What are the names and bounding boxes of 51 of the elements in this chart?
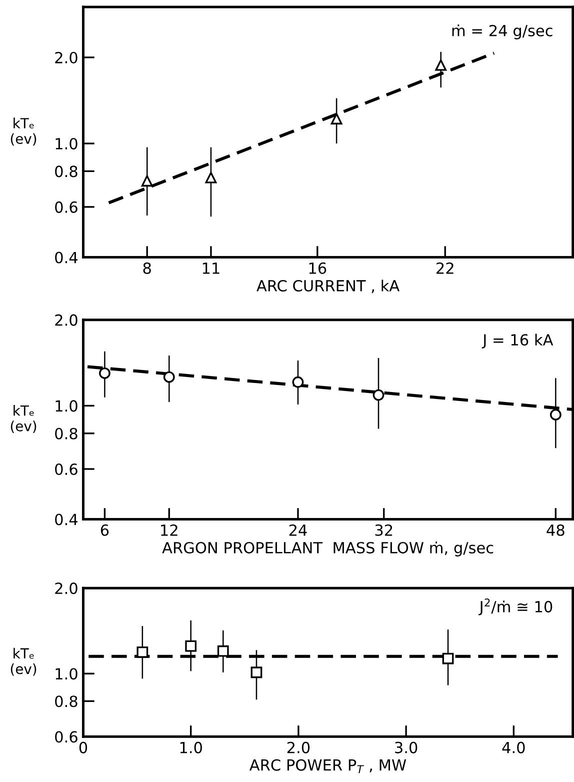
x-tick-label: 0 [79, 742, 88, 754]
y-tick-label: 2.0 [55, 314, 78, 326]
y-tick-label: 1.0 [56, 138, 78, 150]
x-tick-label: 3.0 [395, 742, 418, 754]
y-tick-label: 0.8 [55, 166, 78, 178]
point [141, 175, 153, 187]
x-axis-title: ARGON PROPELLANT MASS FLOW ṁ, g/sec [162, 542, 494, 556]
point [435, 59, 447, 71]
point [372, 389, 384, 401]
x-tick-label: 8 [143, 262, 151, 274]
x-tick-label: 16 [309, 262, 326, 274]
x-tick-label: 24 [289, 524, 307, 536]
point [205, 172, 217, 184]
x-axis-title: ARC POWER P$_{T}$ , MW [249, 759, 406, 774]
x-tick-label: 48 [546, 524, 564, 536]
y-tick-label: 0.4 [55, 514, 78, 526]
point [330, 113, 342, 124]
x-tick-label: 12 [161, 524, 178, 536]
y-tick-label: 1.0 [56, 668, 78, 680]
point [185, 640, 197, 652]
y-axis-title: kTₑ (ev) [10, 118, 36, 146]
annotation: ṁ = 24 g/sec [452, 24, 552, 40]
point [442, 652, 454, 664]
point [217, 645, 229, 657]
annotation: J$^{2}$/ṁ ≅ 10 [478, 598, 552, 616]
y-tick-label: 2.0 [55, 582, 78, 594]
y-tick-label: 0.4 [55, 252, 78, 264]
x-tick-label: 32 [375, 524, 392, 536]
annotation: J = 16 kA [482, 334, 554, 348]
y-tick-label: 0.6 [55, 463, 78, 476]
point [136, 646, 148, 658]
x-tick-label: 11 [202, 262, 220, 274]
x-tick-label: 22 [436, 262, 454, 274]
y-tick-label: 0.8 [55, 696, 78, 708]
x-tick-label: 6 [100, 524, 109, 536]
point [99, 368, 110, 379]
point [250, 666, 262, 678]
y-axis-title: kTₑ (ev) [10, 405, 36, 433]
point [292, 376, 304, 388]
y-axis-title: kTₑ (ev) [10, 648, 36, 676]
x-axis-title: ARC CURRENT , kA [256, 280, 400, 294]
y-tick-label: 2.0 [55, 52, 78, 64]
y-tick-label: 1.0 [56, 400, 78, 412]
y-tick-label: 0.8 [55, 428, 78, 440]
point [163, 371, 175, 383]
y-tick-label: 0.6 [55, 731, 78, 743]
x-tick-label: 4.0 [502, 742, 525, 754]
x-tick-label: 2.0 [287, 742, 310, 754]
y-tick-label: 0.6 [55, 201, 78, 213]
x-tick-label: 1.0 [180, 742, 202, 754]
point [550, 409, 562, 420]
